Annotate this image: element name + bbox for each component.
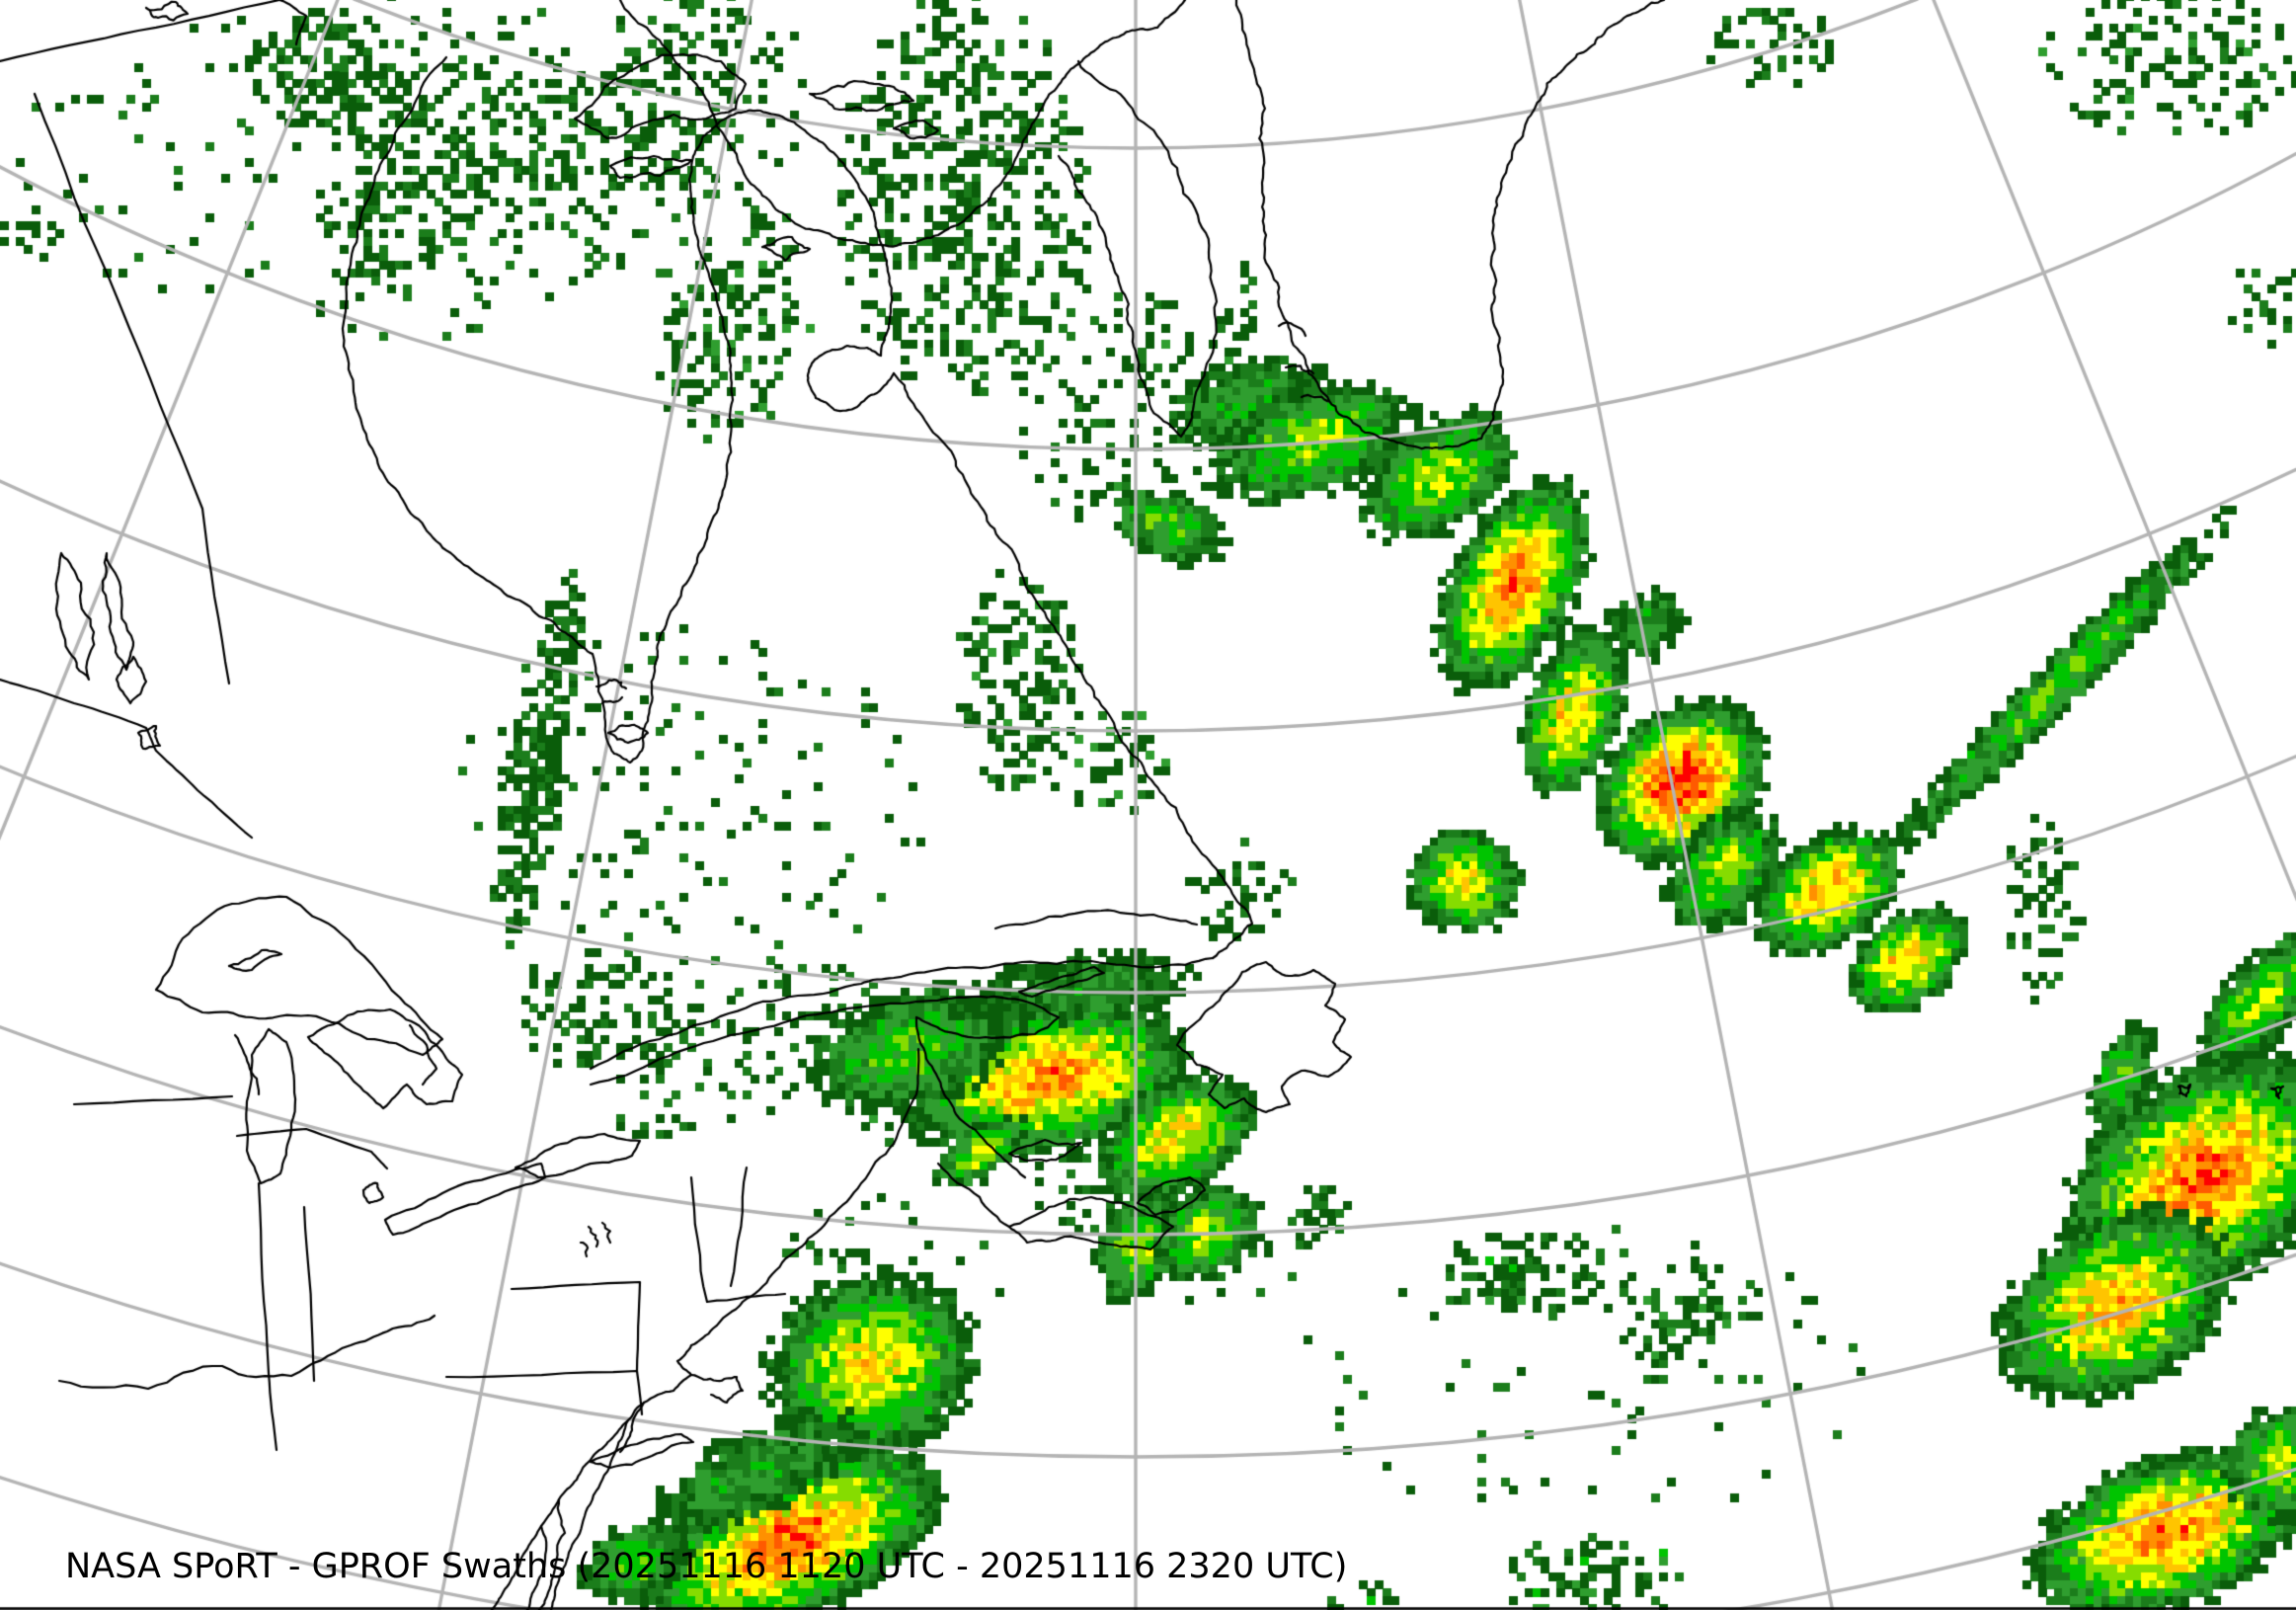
map-caption: NASA SPoRT - GPROF Swaths (20251116 1120… [65, 1547, 1348, 1586]
